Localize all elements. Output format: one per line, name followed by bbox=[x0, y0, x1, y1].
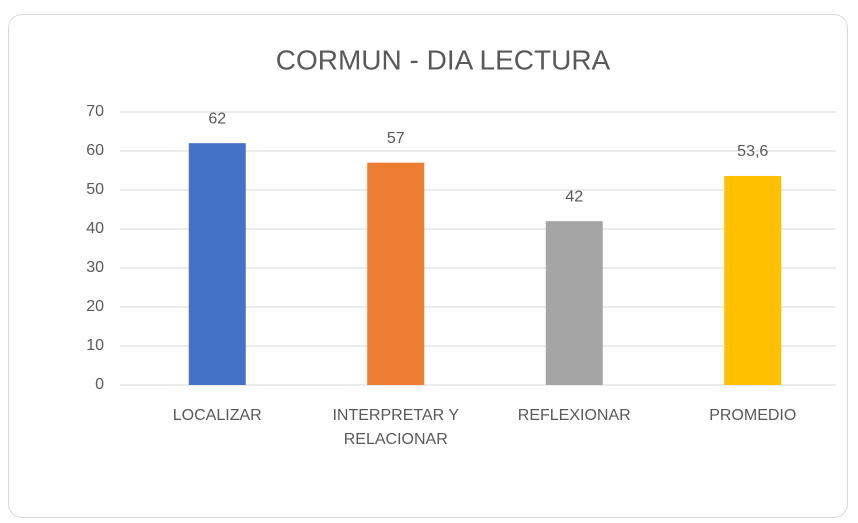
x-tick-label: REFLEXIONAR bbox=[517, 407, 631, 424]
y-tick-label: 70 bbox=[86, 103, 104, 120]
y-tick-label: 50 bbox=[86, 181, 104, 198]
x-tick-label: LOCALIZAR bbox=[172, 407, 262, 424]
y-tick-label: 40 bbox=[86, 220, 104, 237]
data-label: 42 bbox=[565, 188, 583, 205]
y-tick-label: 10 bbox=[86, 337, 104, 354]
x-tick-label: PROMEDIO bbox=[709, 407, 797, 424]
bar bbox=[367, 162, 425, 385]
data-label: 53,6 bbox=[737, 143, 768, 160]
chart-card bbox=[8, 14, 848, 518]
y-tick-label: 60 bbox=[86, 142, 104, 159]
bar bbox=[545, 221, 603, 385]
bar bbox=[188, 143, 246, 385]
y-tick-label: 20 bbox=[86, 298, 104, 315]
data-label: 57 bbox=[387, 130, 405, 147]
data-label: 62 bbox=[208, 110, 226, 127]
y-tick-label: 30 bbox=[86, 259, 104, 276]
x-tick-label: INTERPRETAR Y RELACIONAR bbox=[332, 407, 460, 448]
bar bbox=[724, 175, 782, 385]
y-tick-label: 0 bbox=[95, 376, 104, 393]
chart-title: CORMUN - DIA LECTURA bbox=[276, 44, 611, 75]
